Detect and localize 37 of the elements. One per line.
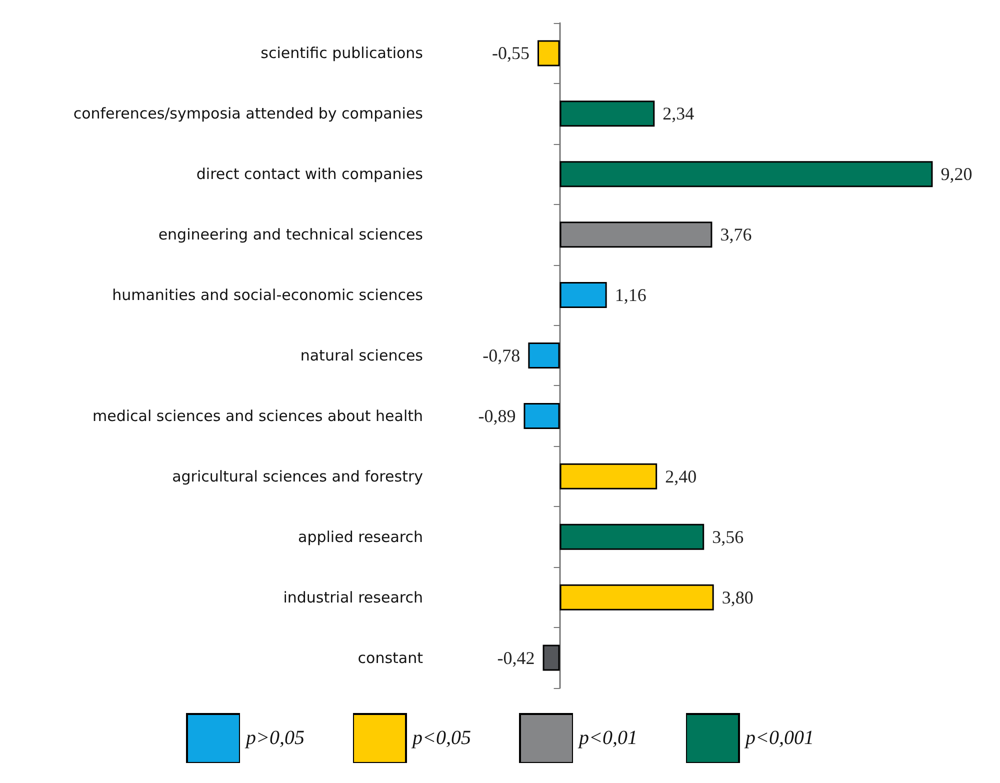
y-tick-label: conferences/symposia attended by companies: [73, 104, 424, 123]
legend-label: p<0,01: [579, 726, 638, 750]
data-label: -0,78: [482, 346, 520, 366]
data-label: 2,40: [665, 466, 697, 486]
bar: [542, 644, 560, 671]
y-tick-label: industrial research: [283, 588, 423, 606]
y-tick-label: medical sciences and sciences about health: [92, 406, 423, 425]
data-label: 3,80: [722, 587, 754, 608]
legend-label: p<0,05: [412, 726, 471, 750]
y-tick-label: constant: [358, 648, 424, 667]
bar: [560, 222, 712, 248]
data-label: 3,56: [712, 526, 744, 547]
legend-label: p<0,001: [746, 726, 814, 750]
bar: [524, 402, 560, 429]
bar: [560, 100, 655, 127]
y-tick-label: humanities and social-economic sciences: [112, 286, 424, 304]
data-label: 9,20: [940, 164, 972, 184]
y-tick-label: engineering and technical sciences: [158, 226, 424, 244]
bar: [538, 40, 560, 66]
data-label: 2,34: [662, 104, 694, 124]
bar: [560, 463, 658, 490]
bar: [560, 584, 714, 610]
bar: [560, 282, 607, 308]
data-label: 1,16: [614, 285, 646, 306]
y-tick-label: agricultural sciences and forestry: [172, 467, 424, 486]
y-tick-label: applied research: [298, 528, 423, 546]
bar: [528, 342, 560, 368]
y-tick-label: scientific publications: [260, 44, 424, 62]
y-tick-label: natural sciences: [300, 346, 424, 364]
legend-label: p>0,05: [246, 726, 304, 750]
bar: [560, 524, 704, 550]
y-tick-label: direct contact with companies: [196, 165, 424, 184]
data-label: -0,55: [492, 43, 530, 64]
bar: [560, 161, 933, 188]
data-label: 3,76: [720, 224, 752, 245]
data-label: -0,89: [478, 406, 516, 426]
data-label: -0,42: [497, 648, 535, 668]
